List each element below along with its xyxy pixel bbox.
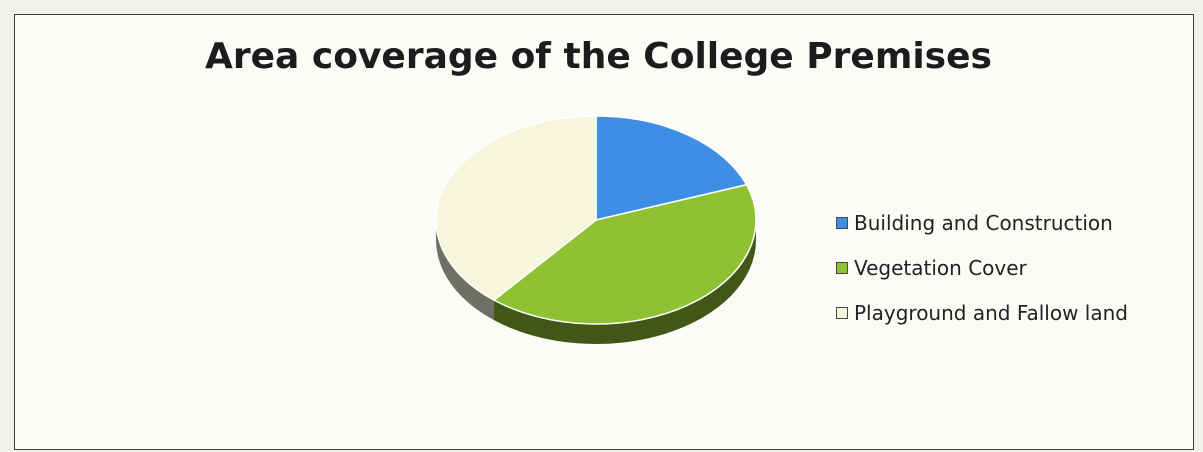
pie-slice-building: [595, 115, 748, 221]
legend-label-playground: Playground and Fallow land: [854, 301, 1128, 325]
legend-item-playground: Playground and Fallow land: [836, 300, 1128, 326]
legend-item-building: Building and Construction: [836, 210, 1128, 236]
legend-item-vegetation: Vegetation Cover: [836, 255, 1128, 281]
pie-side-playground: [436, 220, 495, 321]
pie-chart: [435, 115, 757, 345]
legend-swatch-building: [836, 217, 848, 229]
legend-swatch-playground: [836, 307, 848, 319]
legend-label-building: Building and Construction: [854, 211, 1113, 235]
legend: Building and Construction Vegetation Cov…: [836, 210, 1128, 345]
pie-slice-playground: [435, 115, 597, 302]
legend-label-vegetation: Vegetation Cover: [854, 256, 1027, 280]
legend-swatch-vegetation: [836, 262, 848, 274]
chart-title: Area coverage of the College Premises: [205, 36, 992, 77]
pie-side-vegetation: [494, 220, 756, 345]
pie-top: [435, 115, 757, 325]
pie-slice-vegetation: [492, 183, 757, 325]
pie-depth: [436, 220, 756, 345]
